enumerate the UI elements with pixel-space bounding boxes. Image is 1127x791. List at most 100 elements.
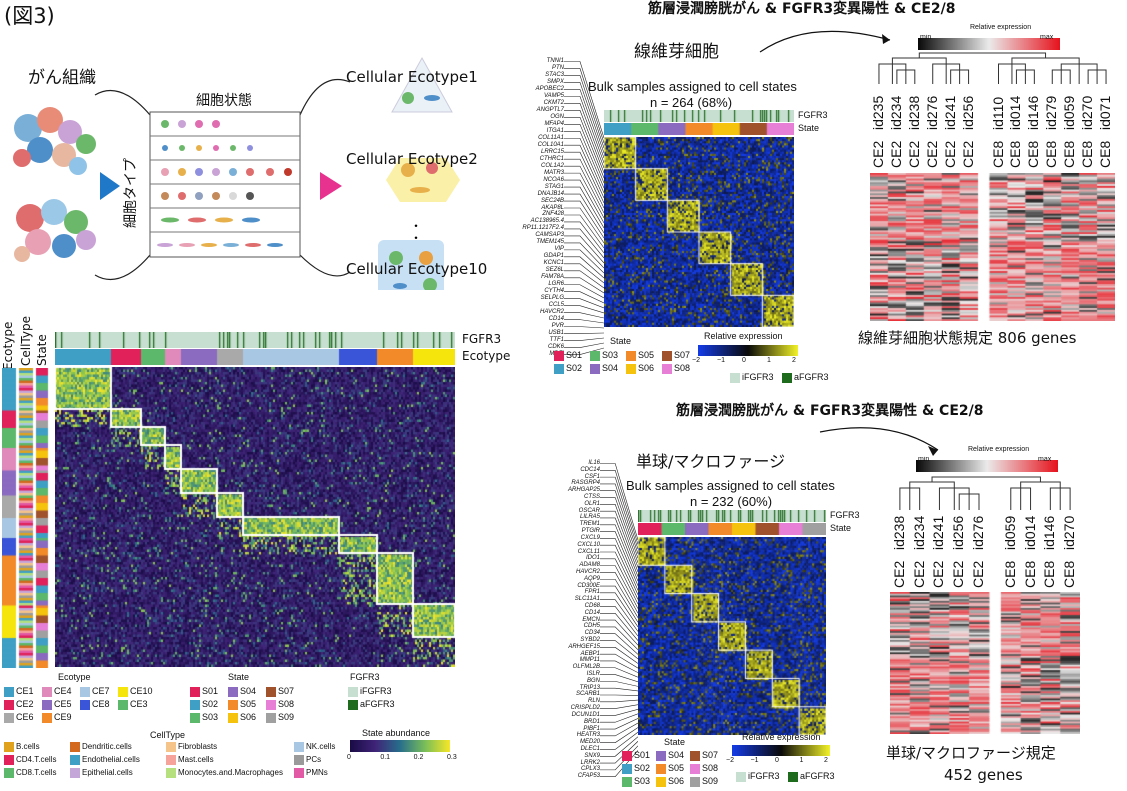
gene-label: RP11.1217F2.4 (522, 225, 564, 232)
tissue-cells-bottom (14, 199, 96, 262)
sample-label: CE2 (959, 140, 976, 168)
gene-label: CFAP53 (577, 773, 600, 780)
gene-label: CTSS (583, 494, 600, 501)
gene-label: MMP11 (579, 657, 600, 664)
ecotype-2-label: Cellular Ecotype2 (346, 150, 478, 168)
gene-label: AC138965.4 (530, 218, 564, 225)
celltype-legend-swatch (166, 742, 176, 752)
gene-label: SELPLG (540, 295, 564, 302)
sample-label: id059 (1001, 515, 1018, 550)
mono-right-heatmap (890, 592, 1080, 734)
main-heatmap-panel: Ecotype CellType State FGFR3 Ecotype (0, 300, 520, 670)
ecotype-legend-title: Ecotype (58, 672, 91, 682)
mono-fgfr3-legend-afgfr3: aFGFR3 (788, 771, 835, 782)
fibro-colorbar (698, 345, 798, 356)
colorbar-tick: 0.1 (380, 754, 391, 761)
gene-label: OGN (550, 113, 564, 120)
mono-right-panel: 筋層浸潤膀胱がん & FGFR3変異陽性 & CE2/8 Relative ex… (676, 400, 1127, 791)
fibro-right-caption: 線維芽細胞状態規定 806 genes (858, 329, 1077, 347)
gene-label: CD14 (584, 609, 600, 616)
fibro-colorbar-ticks: −2 −1 0 1 2 (692, 357, 805, 367)
celltype-legend-mast-cells: Mast.cells (166, 755, 214, 765)
fibro-state-legend-s03: S03 (590, 350, 618, 361)
figure-label: (図3) (4, 4, 55, 28)
sample-label: id014 (1021, 515, 1038, 550)
gene-label: CD68 (584, 602, 600, 609)
colorbar-tick: 0.2 (413, 754, 424, 761)
mono-colorbar-ticks: −2 −1 0 1 2 (726, 757, 839, 767)
celltype-legend-swatch (70, 755, 80, 765)
mono-fgfr3-label: FGFR3 (830, 510, 860, 520)
sample-label: CE2 (887, 140, 904, 168)
gene-label: STAG1 (544, 183, 564, 190)
main-heatmap (55, 367, 455, 667)
main-legends: Ecotype CE1 CE4 CE7 CE10 CE2 CE5 CE8 CE3 CE6 CE9 … (0, 670, 520, 791)
ecotype-legend-ce8: CE8 (80, 699, 110, 710)
fibro-state-legend-swatch (662, 350, 672, 361)
sample-label: id238 (890, 515, 907, 550)
state-legend-s06: S06 (228, 712, 256, 723)
side-label-state: State (35, 334, 49, 366)
fibro-state-legend-s02: S02 (554, 363, 582, 374)
gene-label: CDC14 (580, 466, 600, 473)
gene-label: CD300E (577, 582, 600, 589)
state-legend-s08: S08 (266, 699, 294, 710)
mono-fgfr3-legend-ifgfr3: iFGFR3 (736, 771, 780, 782)
fibro-right-min: min (920, 34, 932, 41)
sample-label: CE8 (1001, 560, 1018, 588)
fibro-state-legend-s08: S08 (662, 363, 690, 374)
sample-label: CE8 (1007, 140, 1024, 168)
ecotype-1-label: Cellular Ecotype1 (346, 68, 478, 86)
abundance-legend-title: State abundance (362, 728, 431, 738)
colorbar-tick: 1 (799, 757, 804, 764)
sample-label: id276 (970, 515, 986, 550)
celltype-legend-dendritic-cells: Dendritic.cells (70, 742, 132, 752)
side-label-ecotype: Ecotype (1, 321, 15, 370)
state-legend-s04: S04 (228, 686, 256, 697)
sample-label: id279 (1043, 95, 1060, 130)
sample-label: id146 (1041, 515, 1058, 550)
mono-colorbar-title: Relative expression (742, 732, 821, 742)
sample-label: id241 (930, 515, 947, 550)
fibro-fgfr3-bar (604, 110, 794, 122)
gene-label: SNX9 (584, 752, 600, 759)
mono-state-label: State (830, 523, 852, 533)
gene-label: PIBF1 (583, 725, 600, 732)
gene-label: ITGA1 (546, 127, 564, 134)
gene-label: AKAP8L (541, 204, 564, 211)
fibro-state-label: State (798, 123, 820, 133)
gene-label: OLFML2B (572, 664, 600, 671)
fibro-right-cbar-title: Relative expression (970, 24, 1032, 31)
gene-label: AEBP1 (580, 650, 600, 657)
ecotype-legend-ce4: CE4 (42, 686, 72, 697)
tissue-label: がん組織 (28, 68, 96, 88)
ecotype-legend-ce10: CE10 (118, 686, 153, 697)
fibro-fgfr3-legend-swatch (782, 372, 792, 383)
mono-cell-label: 単球/マクロファージ (636, 452, 786, 471)
ecotype-legend-swatch (118, 699, 128, 710)
celltype-legend-nk-cells: NK.cells (294, 742, 335, 752)
celltype-legend-epithelial-cells: Epithelial.cells (70, 768, 133, 778)
state-legend-s07: S07 (266, 686, 294, 697)
gene-label: VAMP5 (543, 92, 564, 99)
mono-right-cbar-title: Relative expression (968, 446, 1030, 453)
gene-label: SCARB1 (575, 691, 600, 698)
mono-state-legend-s09: S09 (690, 776, 718, 787)
gene-label: CRISPLD2 (570, 705, 600, 712)
state-legend-swatch (266, 686, 276, 697)
state-legend-swatch (266, 712, 276, 723)
gene-label: ADAM8 (579, 562, 600, 569)
sample-label: id270 (1061, 515, 1078, 550)
sample-label: CE2 (890, 560, 907, 588)
gene-label: CDK6 (547, 344, 564, 351)
mono-fgfr3-bar (638, 510, 826, 522)
ecotype-legend-swatch (42, 712, 52, 723)
colorbar-tick: 2 (792, 357, 796, 364)
gene-label: RASGRP4 (571, 480, 600, 487)
mono-state-legend-s05: S05 (656, 763, 684, 774)
ecotype-legend-swatch (4, 699, 14, 710)
side-label-celltype: CellType (19, 316, 33, 366)
celltype-legend-pcs: PCs (294, 755, 321, 765)
ecotype-legend-ce2: CE2 (4, 699, 34, 710)
celltype-legend-swatch (166, 755, 176, 765)
